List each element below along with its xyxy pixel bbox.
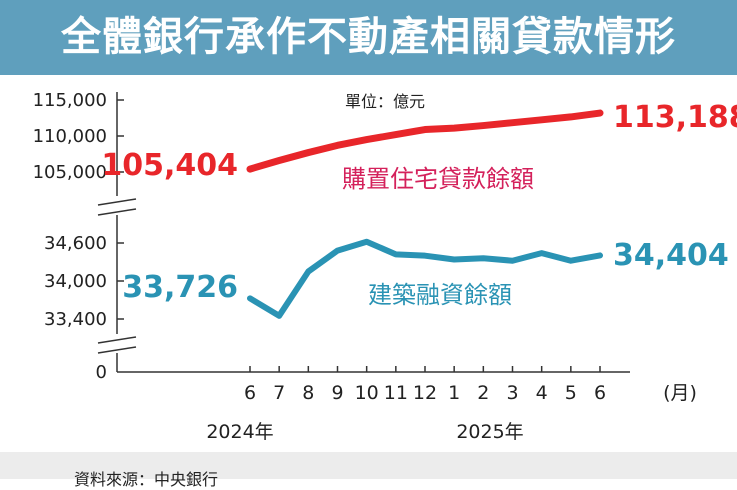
construction-start-label: 33,726 xyxy=(122,270,238,305)
x-tick-label: 11 xyxy=(384,382,408,404)
axes xyxy=(97,92,630,373)
axis-break-mark xyxy=(97,346,137,354)
mortgage-series-name: 購置住宅貸款餘額 xyxy=(342,165,534,193)
title-banner xyxy=(0,0,737,75)
axis-break-mark xyxy=(97,198,137,206)
x-tick-label: 4 xyxy=(536,382,548,404)
x-tick-label: 8 xyxy=(302,382,314,404)
x-tick-label: 3 xyxy=(506,382,518,404)
construction-end-label: 34,404 xyxy=(613,238,729,273)
data-labels: 單位：億元 105,404 113,188 33,726 34,404 購置住宅貸款餘額建… xyxy=(101,92,737,309)
unit-label: 單位：億元 xyxy=(345,92,425,111)
y-tick-label: 34,000 xyxy=(44,271,107,292)
series-line-mortgage xyxy=(246,109,604,173)
y-tick-label-zero: 0 xyxy=(96,362,107,383)
series-lines xyxy=(246,109,604,319)
x-axis-unit: (月) xyxy=(663,382,697,404)
x-tick-label: 2 xyxy=(477,382,489,404)
source-note: 資料來源：中央銀行 xyxy=(74,470,219,489)
mortgage-end-label: 113,188 xyxy=(613,100,737,135)
year-label-2025: 2025年 xyxy=(456,421,523,443)
x-tick-label: 6 xyxy=(594,382,606,404)
year-label-2024: 2024年 xyxy=(206,421,273,443)
axis-break-mark xyxy=(97,336,137,344)
y-tick-label: 115,000 xyxy=(33,90,107,111)
x-tick-label: 6 xyxy=(244,382,256,404)
chart-title: 全體銀行承作不動產相關貸款情形 xyxy=(61,14,676,60)
y-tick-label: 33,400 xyxy=(44,309,107,330)
y-tick-label: 105,000 xyxy=(33,162,107,183)
series-line-construction xyxy=(247,238,603,319)
x-tick-label: 1 xyxy=(448,382,460,404)
construction-series-name: 建築融資餘額 xyxy=(368,281,512,309)
tick-labels: 115,000 110,000 105,000 34,600 34,000 33,400 0… xyxy=(33,90,697,443)
x-tick-label: 12 xyxy=(413,382,437,404)
x-tick-label: 5 xyxy=(565,382,577,404)
x-tick-label: 7 xyxy=(273,382,285,404)
y-tick-label: 110,000 xyxy=(33,126,107,147)
mortgage-start-label: 105,404 xyxy=(101,148,238,183)
y-tick-label: 34,600 xyxy=(44,233,107,254)
chart-svg: 115,000 110,000 105,000 34,600 34,000 33,400 0… xyxy=(33,90,737,443)
x-tick-label: 9 xyxy=(331,382,343,404)
footer-band xyxy=(0,452,737,479)
axis-break-mark xyxy=(97,208,137,216)
x-tick-label: 10 xyxy=(355,382,379,404)
